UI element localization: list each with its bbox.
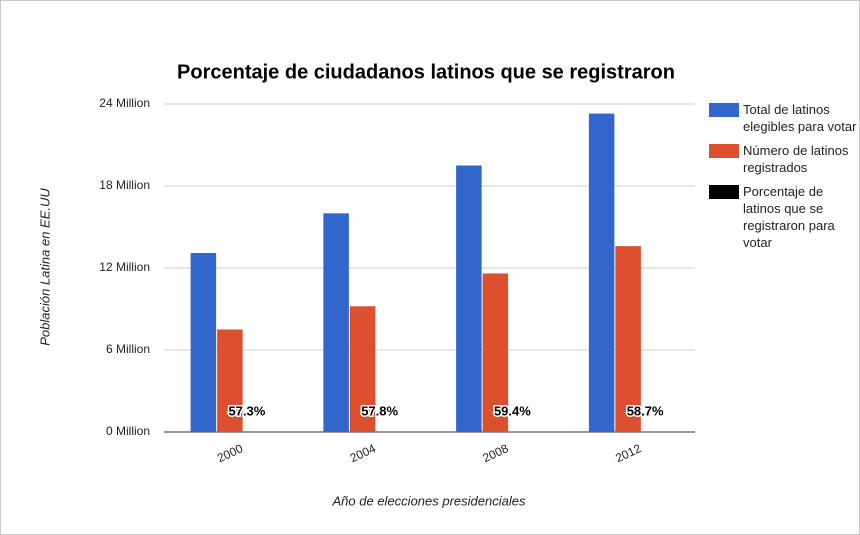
x-tick-label: 2004 (348, 441, 378, 465)
legend-label: Porcentaje de latinos que se registraron… (743, 184, 835, 250)
legend-entry: Porcentaje de latinos que se registraron… (709, 183, 859, 251)
bar (323, 213, 349, 432)
legend: Total de latinos elegibles para votar Núm… (709, 101, 859, 258)
bar (588, 113, 615, 433)
value-label: 58.7% (627, 403, 664, 418)
bar (456, 165, 482, 432)
x-tick-label: 2008 (480, 441, 510, 465)
y-tick-label: 0 Million (106, 424, 150, 438)
bar (482, 273, 509, 432)
y-tick-label: 24 Million (99, 96, 150, 110)
y-tick-label: 12 Million (99, 260, 150, 274)
legend-entry: Número de latinos registrados (709, 142, 859, 176)
value-label: 59.4% (494, 403, 531, 418)
legend-swatch (709, 144, 739, 158)
x-tick-label: 2012 (613, 441, 643, 465)
bar (190, 252, 217, 432)
value-label: 57.8% (361, 403, 398, 418)
y-tick-label: 6 Million (106, 342, 150, 356)
legend-label: Número de latinos registrados (743, 143, 849, 175)
x-tick-label: 2000 (215, 441, 245, 465)
legend-swatch (709, 185, 739, 199)
bar (349, 306, 376, 432)
chart-title: Porcentaje de ciudadanos latinos que se … (177, 61, 675, 83)
legend-entry: Total de latinos elegibles para votar (709, 101, 859, 135)
bar (217, 329, 243, 432)
x-axis-label: Año de elecciones presidenciales (332, 493, 526, 508)
legend-swatch (709, 103, 739, 117)
y-axis-label: Población Latina en EE.UU (37, 188, 52, 346)
bar (615, 246, 641, 432)
y-tick-label: 18 Million (99, 178, 150, 192)
legend-label: Total de latinos elegibles para votar (743, 102, 857, 134)
value-label: 57.3% (228, 403, 265, 418)
